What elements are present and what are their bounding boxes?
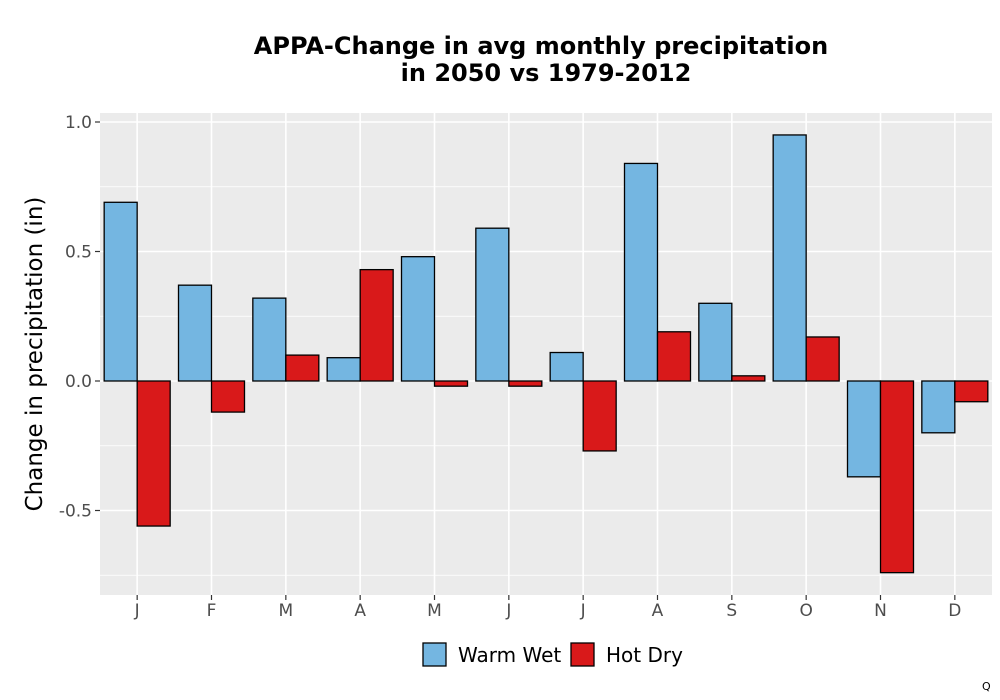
- y-tick-label: 1.0: [65, 113, 92, 133]
- legend-label: Hot Dry: [606, 643, 683, 667]
- bar-warm-wet: [698, 302, 733, 382]
- y-axis: 1.0 0.5 0.0 -0.5: [59, 113, 100, 522]
- bar-hot-dry: [879, 380, 915, 574]
- x-tick-label: N: [874, 601, 887, 621]
- bar-hot-dry: [656, 331, 692, 382]
- y-tick-label: 0.0: [65, 372, 92, 392]
- x-tick-label: F: [207, 601, 217, 621]
- legend-swatch: [570, 642, 595, 667]
- bar-hot-dry: [731, 375, 766, 382]
- x-tick-label: J: [580, 601, 586, 621]
- bar-warm-wet: [623, 162, 659, 382]
- legend: Warm Wet Hot Dry: [422, 642, 683, 667]
- legend-swatch: [422, 642, 447, 667]
- bar-warm-wet: [921, 380, 956, 434]
- bar-hot-dry: [136, 380, 171, 527]
- bar-warm-wet: [549, 351, 584, 382]
- bar-warm-wet: [252, 297, 287, 382]
- x-tick-label: J: [505, 601, 511, 621]
- plot-panel: [100, 113, 992, 595]
- bar-warm-wet: [326, 357, 361, 382]
- bars: [103, 134, 989, 574]
- x-tick-label: D: [948, 601, 961, 621]
- x-tick-label: M: [427, 601, 442, 621]
- y-tick-label: 0.5: [65, 243, 92, 263]
- bar-warm-wet: [103, 201, 138, 382]
- bar-hot-dry: [433, 380, 469, 387]
- x-tick-label: M: [278, 601, 293, 621]
- bar-hot-dry: [582, 380, 617, 452]
- bar-warm-wet: [846, 380, 882, 478]
- bar-warm-wet: [475, 227, 510, 382]
- x-tick-label: J: [134, 601, 140, 621]
- bar-warm-wet: [772, 134, 807, 382]
- bar-hot-dry: [210, 380, 246, 413]
- x-tick-label: S: [726, 601, 737, 621]
- bar-hot-dry: [359, 268, 394, 382]
- corner-mark: Q: [982, 680, 991, 693]
- x-tick-label: A: [354, 601, 366, 621]
- minor-gridlines: [100, 186, 992, 576]
- bar-warm-wet: [400, 256, 436, 382]
- y-axis-label: Change in precipitation (in): [22, 197, 48, 512]
- bar-hot-dry: [954, 380, 989, 403]
- legend-label: Warm Wet: [458, 643, 561, 667]
- bar-hot-dry: [508, 380, 543, 387]
- chart-title-line2: in 2050 vs 1979-2012: [401, 59, 692, 87]
- y-tick-label: -0.5: [59, 502, 92, 522]
- x-tick-label: A: [652, 601, 664, 621]
- bar-hot-dry: [805, 336, 840, 382]
- chart-title-line1: APPA-Change in avg monthly precipitation: [254, 32, 828, 60]
- bar-warm-wet: [177, 284, 213, 382]
- x-tick-label: O: [799, 601, 812, 621]
- bar-hot-dry: [285, 354, 320, 382]
